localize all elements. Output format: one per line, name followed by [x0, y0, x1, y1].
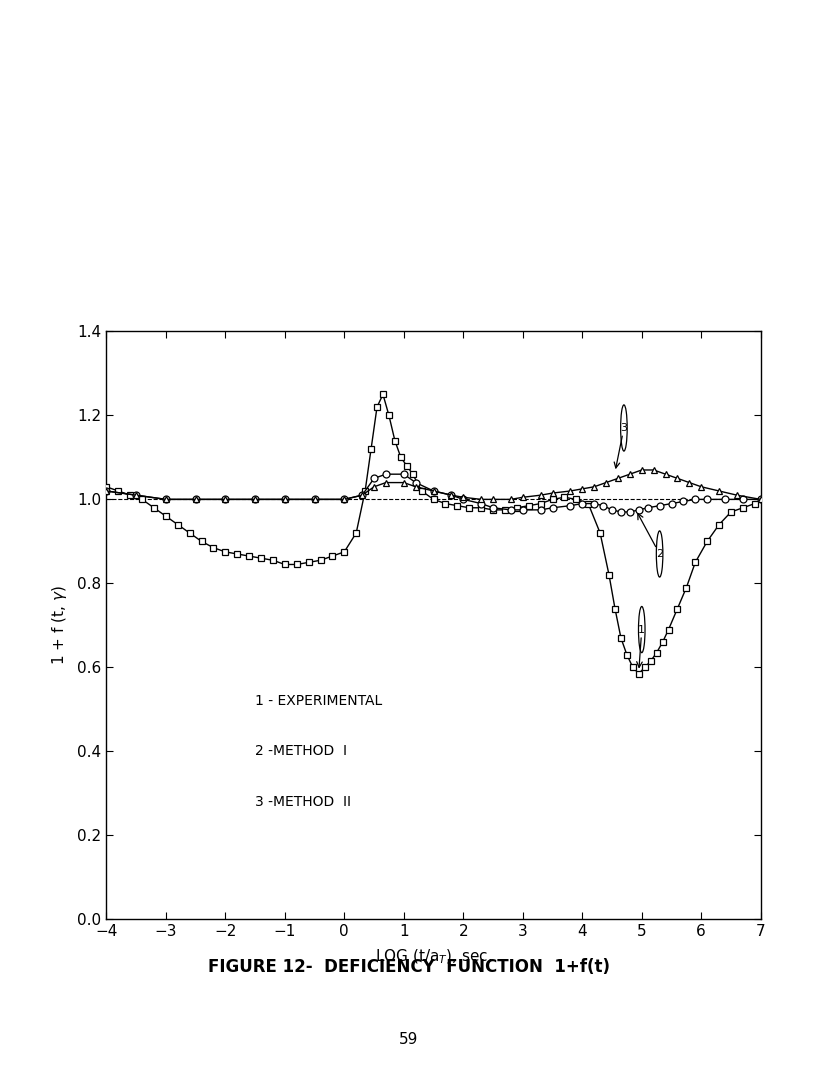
Text: 59: 59 — [399, 1032, 419, 1047]
Text: 3: 3 — [620, 423, 627, 433]
Text: 2 -METHOD  I: 2 -METHOD I — [255, 744, 347, 758]
Y-axis label: 1 + f (t, $\gamma$): 1 + f (t, $\gamma$) — [50, 586, 69, 665]
Text: 1: 1 — [638, 624, 645, 635]
Text: 2: 2 — [656, 549, 663, 559]
Text: 1 - EXPERIMENTAL: 1 - EXPERIMENTAL — [255, 694, 382, 708]
X-axis label: LOG (t/a$_T$), sec.: LOG (t/a$_T$), sec. — [375, 947, 492, 966]
Text: 3 -METHOD  II: 3 -METHOD II — [255, 794, 351, 809]
Text: FIGURE 12-  DEFICIENCY  FUNCTION  1+f(t): FIGURE 12- DEFICIENCY FUNCTION 1+f(t) — [208, 959, 610, 976]
